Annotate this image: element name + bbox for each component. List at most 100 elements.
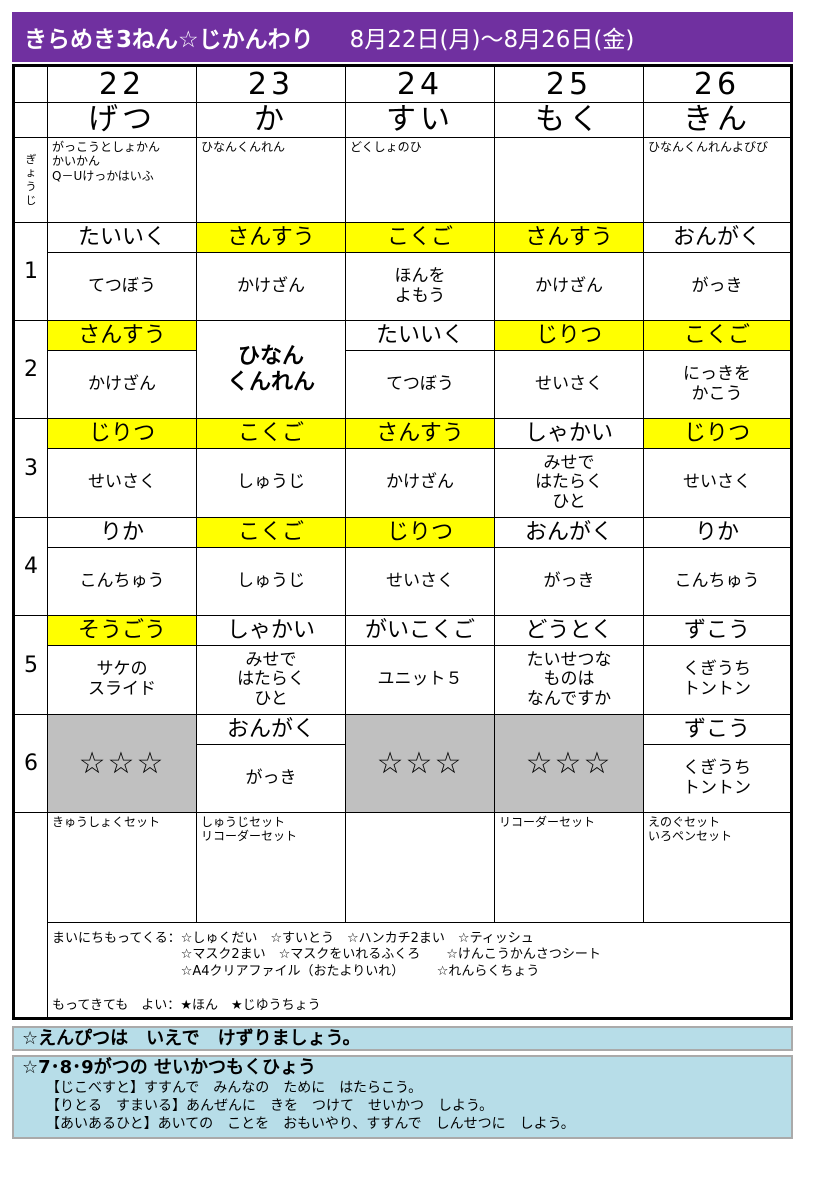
goal-line: 【あいあるひと】あいての ことを おもいやり、すすんで しんせつに しよう。 (46, 1116, 575, 1132)
lesson-content: かけざん (495, 253, 644, 321)
subject: じりつ (644, 419, 791, 449)
subject: しゃかい (197, 616, 346, 646)
date-cell: 26 (644, 67, 791, 103)
lesson-content: かけざん (48, 351, 197, 419)
lesson-content: しゅうじ (197, 449, 346, 518)
subject: しゃかい (495, 419, 644, 449)
lesson-content: こんちゅう (48, 548, 197, 616)
daily-line: ☆しゅくだい ☆すいとう ☆ハンカチ2まい ☆ティッシュ (180, 931, 534, 946)
subject: こくご (197, 518, 346, 548)
daily-items: ☆しゅくだい ☆すいとう ☆ハンカチ2まい ☆ティッシュ ☆マスク2まい ☆マスク… (181, 931, 601, 980)
corner-cell (15, 67, 48, 103)
daily-line: ☆マスク2まい ☆マスクをいれるふくろ ☆けんこうかんさつシート (180, 947, 601, 963)
subject: こくご (644, 321, 791, 351)
subject: ずこう (644, 715, 791, 745)
period-number: 4 (15, 518, 48, 616)
goal-line: 【りとる すまいる】あんぜんに きを つけて せいかつ しよう。 (46, 1098, 494, 1114)
lesson-content: てつぼう (48, 253, 197, 321)
date-cell: 23 (197, 67, 346, 103)
day-cell: きん (644, 103, 791, 138)
date-cell: 25 (495, 67, 644, 103)
lesson-content: がっき (495, 548, 644, 616)
subject: じりつ (346, 518, 495, 548)
day-cell: すい (346, 103, 495, 138)
lesson-content: たいせつな ものは なんですか (495, 646, 644, 715)
subject: おんがく (644, 223, 791, 253)
items-cell: リコーダーセット (495, 813, 644, 923)
lesson-content: こんちゅう (644, 548, 791, 616)
subject: こくご (197, 419, 346, 449)
lesson-content: にっきを かこう (644, 351, 791, 419)
lesson-content: てつぼう (346, 351, 495, 419)
event-cell (495, 138, 644, 223)
event-label: ぎ ょ う じ (15, 138, 48, 223)
optional-label: もってきても よい： (52, 997, 181, 1013)
page-title: きらめき3ねん☆じかんわり (24, 27, 314, 53)
lesson-content: くぎうち トントン (644, 745, 791, 813)
items-cell: えのぐセット いろペンセット (644, 813, 791, 923)
lesson-content: かけざん (197, 253, 346, 321)
notes-cell: まいにちもってくる： ☆しゅくだい ☆すいとう ☆ハンカチ2まい ☆ティッシュ ☆マ… (48, 923, 791, 1020)
period-number: 1 (15, 223, 48, 321)
merged-event: ひなん くんれん (197, 321, 346, 419)
lesson-content: くぎうち トントン (644, 646, 791, 715)
subject: たいいく (48, 223, 197, 253)
goals-title: ☆7･8･9がつの せいかつもくひょう (22, 1057, 316, 1078)
daily-line: ☆A4クリアファイル（おたよりいれ） ☆れんらくちょう (180, 963, 540, 979)
subject: たいいく (346, 321, 495, 351)
daily-label: まいにちもってくる： (52, 931, 181, 946)
subject: ずこう (644, 616, 791, 646)
lesson-content: がっき (197, 745, 346, 813)
lesson-content: せいさく (48, 449, 197, 518)
subject: おんがく (495, 518, 644, 548)
title-bar: きらめき3ねん☆じかんわり 8月22日(月)～8月26日(金) (12, 12, 793, 62)
event-cell: ひなんくんれん (197, 138, 346, 223)
free-period: ☆☆☆ (346, 715, 495, 813)
subject: じりつ (495, 321, 644, 351)
lesson-content: ほんを よもう (346, 253, 495, 321)
lesson-content: しゅうじ (197, 548, 346, 616)
optional-items: ★ほん ★じゆうちょう (180, 997, 321, 1013)
date-cell: 24 (346, 67, 495, 103)
goal-line: 【じこべすと】すすんで みんなの ために はたらこう。 (46, 1080, 423, 1096)
lesson-content: せいさく (644, 449, 791, 518)
date-cell: 22 (48, 67, 197, 103)
corner-cell (15, 103, 48, 138)
period-number: 6 (15, 715, 48, 813)
lesson-content: みせで はたらく ひと (197, 646, 346, 715)
period-number: 5 (15, 616, 48, 715)
free-period: ☆☆☆ (495, 715, 644, 813)
free-period: ☆☆☆ (48, 715, 197, 813)
subject: そうごう (48, 616, 197, 646)
subject: じりつ (48, 419, 197, 449)
subject: りか (48, 518, 197, 548)
event-cell: ひなんくんれんよびび (644, 138, 791, 223)
event-cell: どくしょのひ (346, 138, 495, 223)
items-cell: しゅうじセット リコーダーセット (197, 813, 346, 923)
period-number: 2 (15, 321, 48, 419)
lesson-content: せいさく (495, 351, 644, 419)
lesson-content: ユニット５ (346, 646, 495, 715)
day-cell: か (197, 103, 346, 138)
day-cell: げつ (48, 103, 197, 138)
period-number: 3 (15, 419, 48, 518)
subject: さんすう (346, 419, 495, 449)
life-goals: ☆7･8･9がつの せいかつもくひょう 【じこべすと】すすんで みんなの ために… (12, 1055, 793, 1139)
lesson-content: せいさく (346, 548, 495, 616)
day-cell: もく (495, 103, 644, 138)
subject: さんすう (48, 321, 197, 351)
subject: さんすう (495, 223, 644, 253)
pencil-note: ☆えんぴつは いえで けずりましょう。 (12, 1026, 793, 1051)
timetable: ぎ ょ う じ 22 げつ がっこうとしょかん かいかん Q－Uけっかはいふ 23 かひな… (12, 64, 793, 1020)
items-label-cell (15, 813, 48, 1020)
subject: こくご (346, 223, 495, 253)
lesson-content: かけざん (346, 449, 495, 518)
subject: さんすう (197, 223, 346, 253)
subject: がいこくご (346, 616, 495, 646)
subject: りか (644, 518, 791, 548)
items-cell (346, 813, 495, 923)
lesson-content: みせで はたらく ひと (495, 449, 644, 518)
event-cell: がっこうとしょかん かいかん Q－Uけっかはいふ (48, 138, 197, 223)
subject: おんがく (197, 715, 346, 745)
items-cell: きゅうしょくセット (48, 813, 197, 923)
